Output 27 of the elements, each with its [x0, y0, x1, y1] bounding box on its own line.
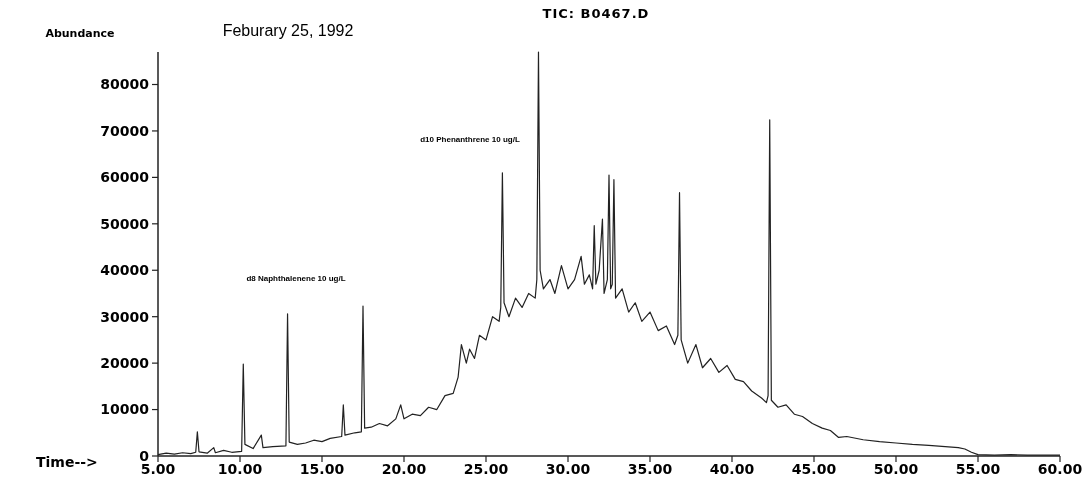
x-tick-label: 45.00 — [791, 461, 837, 477]
y-tick-label: 10000 — [100, 401, 150, 418]
x-axis-title: Time--> — [36, 454, 98, 470]
annotation: d10 Phenanthrene 10 ug/L — [420, 135, 520, 144]
x-tick-label: 40.00 — [709, 461, 755, 477]
x-tick-label: 20.00 — [381, 461, 427, 477]
x-tick-label: 50.00 — [873, 461, 919, 477]
y-tick-label: 70000 — [100, 122, 150, 139]
y-tick-label: 0 — [139, 447, 150, 464]
x-tick-label: 55.00 — [955, 461, 1001, 477]
annotation: d8 Naphthalenene 10 ug/L — [246, 274, 346, 283]
x-tick-label: 30.00 — [545, 461, 591, 477]
x-tick-label: 5.00 — [140, 461, 176, 477]
y-axis-title: Abundance — [45, 27, 115, 40]
x-tick-label: 25.00 — [463, 461, 509, 477]
x-tick-label: 35.00 — [627, 461, 673, 477]
x-tick-label: 15.00 — [299, 461, 345, 477]
chart-title: TIC: B0467.D — [542, 6, 650, 21]
y-tick-label: 60000 — [100, 169, 150, 186]
y-tick-label: 80000 — [100, 76, 150, 93]
y-tick-label: 50000 — [100, 215, 150, 232]
y-tick-label: 30000 — [100, 308, 150, 325]
y-tick-label: 20000 — [100, 355, 150, 372]
y-tick-label: 40000 — [100, 262, 150, 279]
x-tick-label: 10.00 — [217, 461, 263, 477]
chart-subtitle: Feburary 25, 1992 — [222, 22, 354, 39]
x-tick-label: 60.00 — [1037, 461, 1083, 477]
